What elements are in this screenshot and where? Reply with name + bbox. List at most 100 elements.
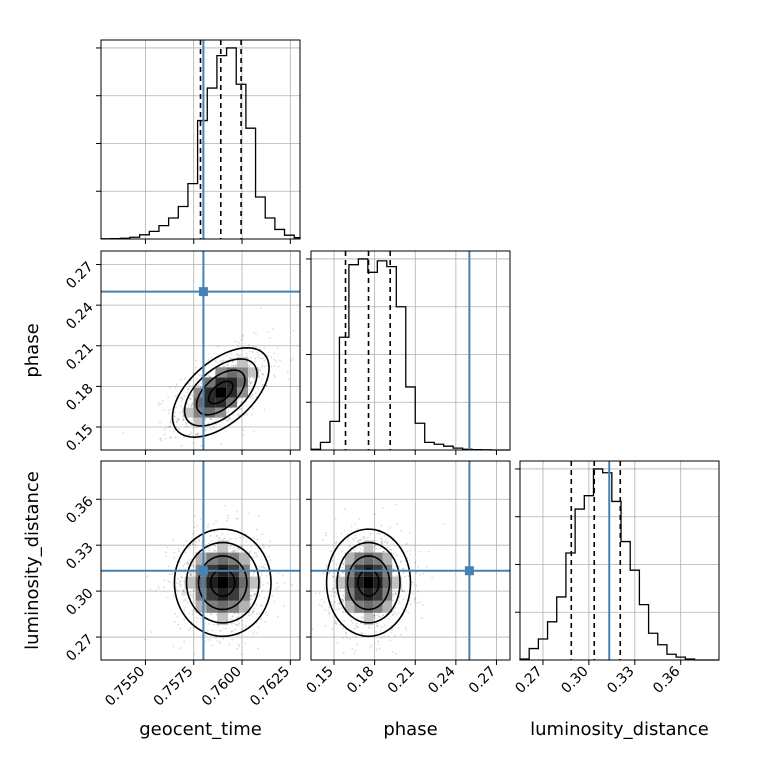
sample-point bbox=[415, 584, 418, 587]
sample-point bbox=[353, 549, 356, 552]
sample-point bbox=[245, 352, 248, 355]
sample-point bbox=[184, 421, 187, 424]
sample-point bbox=[249, 381, 252, 384]
sample-point bbox=[171, 572, 174, 575]
sample-point bbox=[240, 401, 243, 404]
sample-point bbox=[183, 588, 186, 591]
sample-point bbox=[191, 595, 194, 598]
sample-point bbox=[332, 559, 334, 562]
sample-point bbox=[221, 359, 224, 362]
sample-point bbox=[379, 547, 382, 550]
sample-point bbox=[328, 612, 330, 615]
sample-point bbox=[216, 534, 219, 537]
density-cell bbox=[195, 600, 207, 613]
histogram-panel-luminosity_distance: 0.27 0.30 0.33 0.36 bbox=[512, 460, 720, 697]
sample-point bbox=[229, 537, 232, 540]
sample-point bbox=[235, 617, 238, 620]
sample-point bbox=[194, 359, 197, 362]
sample-point bbox=[246, 355, 249, 358]
sample-point bbox=[322, 572, 324, 575]
sample-point bbox=[249, 594, 252, 597]
sample-point bbox=[333, 571, 336, 574]
sample-point bbox=[165, 426, 168, 429]
sample-point bbox=[252, 632, 255, 635]
sample-point bbox=[229, 617, 232, 620]
density-cell bbox=[215, 387, 227, 398]
truth-marker bbox=[198, 566, 208, 576]
sample-point bbox=[232, 365, 235, 367]
sample-point bbox=[237, 547, 239, 550]
sample-point bbox=[342, 599, 344, 602]
sample-point bbox=[256, 538, 259, 541]
density-cell bbox=[217, 576, 229, 589]
density-cell bbox=[392, 576, 402, 589]
sample-point bbox=[355, 547, 358, 549]
sample-point bbox=[208, 549, 211, 552]
sample-point bbox=[150, 631, 153, 633]
sample-point bbox=[181, 398, 184, 401]
sample-point bbox=[242, 334, 245, 337]
sample-point bbox=[402, 567, 405, 570]
sample-point bbox=[167, 565, 170, 568]
sample-point bbox=[176, 420, 179, 422]
sample-point bbox=[386, 540, 389, 543]
sample-point bbox=[382, 550, 385, 553]
sample-point bbox=[264, 567, 267, 569]
sample-point bbox=[361, 544, 364, 547]
sample-point bbox=[415, 572, 418, 574]
x-tick-label: 0.21 bbox=[385, 664, 418, 697]
sample-point bbox=[400, 560, 403, 562]
sample-point bbox=[241, 627, 244, 630]
sample-point bbox=[263, 620, 266, 623]
y-tick-label: 0.36 bbox=[63, 494, 96, 527]
sample-point bbox=[334, 542, 337, 545]
density-cell bbox=[217, 588, 229, 601]
sample-point bbox=[209, 376, 211, 378]
sample-point bbox=[248, 378, 251, 380]
sample-point bbox=[379, 616, 382, 619]
sample-point bbox=[169, 581, 172, 584]
sample-point bbox=[393, 594, 395, 596]
sample-point bbox=[256, 632, 259, 634]
sample-point bbox=[247, 384, 250, 387]
sample-point bbox=[191, 564, 194, 566]
sample-point bbox=[353, 652, 356, 655]
sample-point bbox=[333, 587, 335, 590]
sample-point bbox=[354, 624, 357, 627]
sample-point bbox=[422, 572, 425, 575]
sample-point bbox=[194, 515, 196, 518]
density-cell bbox=[195, 552, 207, 565]
sample-point bbox=[241, 335, 244, 338]
sample-point bbox=[185, 423, 188, 425]
sample-point bbox=[211, 629, 213, 632]
x-tick-label: 0.15 bbox=[303, 664, 336, 697]
sample-point bbox=[237, 624, 240, 627]
sample-point bbox=[392, 613, 395, 616]
sample-point bbox=[207, 358, 210, 361]
sample-point bbox=[443, 523, 446, 526]
x-tick-label: 0.27 bbox=[466, 664, 499, 697]
sample-point bbox=[236, 354, 238, 356]
sample-point bbox=[191, 405, 193, 407]
sample-point bbox=[422, 604, 424, 607]
sample-point bbox=[342, 599, 345, 602]
sample-point bbox=[393, 634, 396, 637]
sample-point bbox=[255, 622, 258, 624]
sample-point bbox=[335, 622, 338, 625]
sample-point bbox=[229, 545, 232, 547]
sample-point bbox=[199, 518, 202, 521]
sample-point bbox=[401, 589, 404, 591]
sample-point bbox=[397, 612, 400, 614]
sample-point bbox=[162, 408, 165, 411]
sample-point bbox=[337, 608, 340, 611]
sample-point bbox=[341, 610, 344, 613]
sample-point bbox=[266, 614, 268, 617]
sample-point bbox=[189, 574, 192, 577]
density-cell bbox=[239, 552, 250, 565]
sample-point bbox=[196, 432, 199, 435]
sample-point bbox=[159, 437, 162, 440]
density-cell bbox=[217, 612, 229, 625]
density-cell bbox=[193, 397, 205, 408]
sample-point bbox=[233, 612, 236, 615]
sample-point bbox=[323, 587, 326, 590]
